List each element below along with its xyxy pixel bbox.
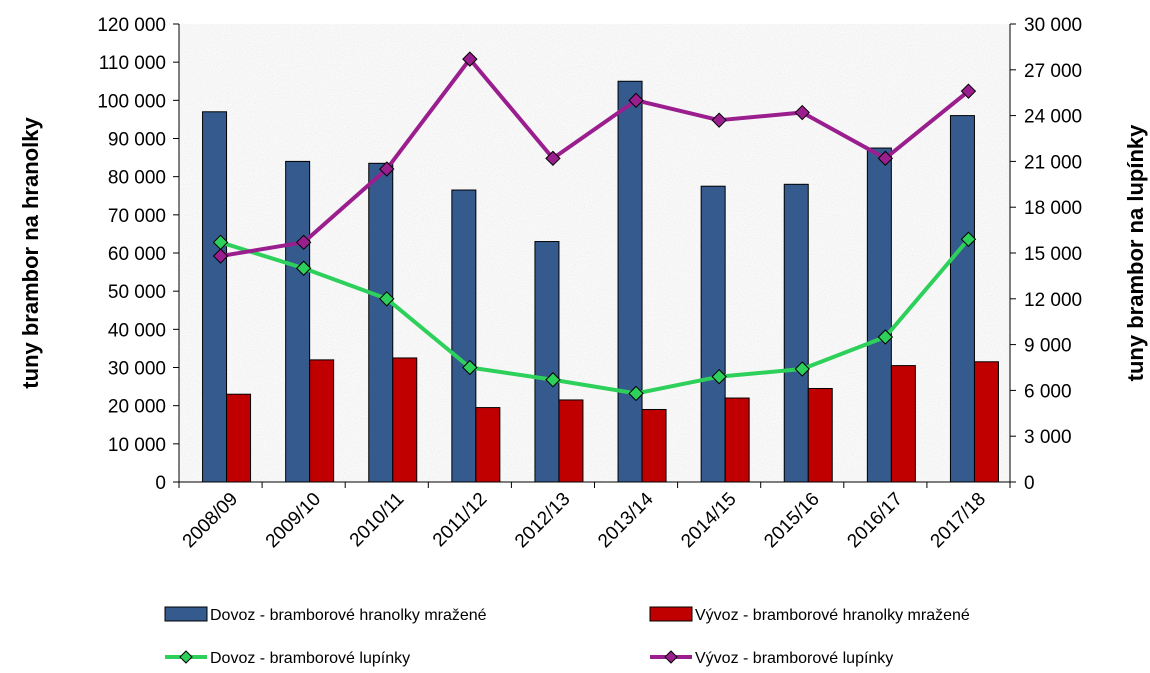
- bar-vyvoz-hranolky-9: [973, 361, 999, 483]
- y-left-tick-label-4: 40 000: [108, 320, 166, 341]
- bar-vyvoz-hranolky-2: [392, 357, 418, 483]
- marker-vyvoz-lupinky-3: [462, 51, 478, 67]
- y-right-tick-label-1: 3 000: [1024, 427, 1072, 448]
- x-tick-label-6: 2014/15: [677, 489, 740, 552]
- marker-vyvoz-lupinky-6: [711, 112, 727, 128]
- legend: Dovoz - bramborové hranolky mražené Vývoz…: [164, 606, 970, 667]
- marker-dovoz-lupinky-6: [711, 368, 727, 385]
- y-right-tick-label-10: 30 000: [1024, 15, 1082, 36]
- x-tick-label-4: 2012/13: [511, 489, 574, 552]
- bar-dovoz-hranolky-3: [451, 189, 477, 483]
- marker-vyvoz-lupinky-4: [545, 150, 561, 167]
- bar-dovoz-hranolky-8: [866, 147, 892, 483]
- legend-label-vyvoz-lupinky: Vývoz - bramborové lupínky: [695, 650, 893, 667]
- marker-dovoz-lupinky-1: [295, 260, 312, 276]
- y-left-tick-label-2: 20 000: [108, 397, 166, 418]
- x-tick-label-2: 2010/11: [346, 489, 408, 551]
- marker-vyvoz-lupinky-0: [212, 248, 229, 264]
- legend-label-dovoz-hranolky: Dovoz - bramborové hranolky mražené: [210, 607, 487, 624]
- bar-vyvoz-hranolky-1: [309, 359, 335, 483]
- x-tick-label-9: 2017/18: [927, 489, 990, 552]
- y-axis-title-right: tuny brambor na lupínky: [1123, 124, 1148, 381]
- bar-vyvoz-hranolky-0: [226, 393, 252, 483]
- y-left-tick-label-6: 60 000: [108, 244, 166, 265]
- marker-vyvoz-lupinky-1: [295, 234, 312, 251]
- bar-vyvoz-hranolky-4: [558, 399, 584, 483]
- legend-swatch-dovoz-hranolky: [164, 606, 208, 622]
- marker-dovoz-lupinky-2: [379, 291, 395, 307]
- y-right-tick-label-9: 27 000: [1024, 61, 1082, 82]
- y-right-tick-label-5: 15 000: [1024, 244, 1082, 265]
- bar-dovoz-hranolky-9: [949, 115, 975, 483]
- y-left-tick-label-7: 70 000: [108, 206, 166, 227]
- x-tick-label-0: 2008/09: [179, 489, 242, 552]
- y-left-tick-label-1: 10 000: [108, 435, 166, 456]
- y-left-tick-label-9: 90 000: [108, 130, 166, 151]
- line-vyvoz-lupinky: [220, 57, 970, 259]
- bar-vyvoz-hranolky-8: [890, 365, 916, 483]
- marker-dovoz-lupinky-4: [545, 372, 561, 388]
- y-right-tick-label-7: 21 000: [1024, 152, 1082, 173]
- marker-vyvoz-lupinky-2: [379, 161, 395, 177]
- y-left-tick-label-12: 120 000: [97, 15, 166, 36]
- bar-vyvoz-hranolky-7: [807, 387, 833, 483]
- lines-layer: [212, 51, 977, 402]
- y-left-tick-label-3: 30 000: [108, 359, 166, 380]
- bar-dovoz-hranolky-0: [202, 111, 228, 483]
- bar-dovoz-hranolky-5: [617, 80, 643, 483]
- y-left-tick-label-5: 50 000: [108, 282, 166, 303]
- line-dovoz-lupinky: [219, 237, 970, 396]
- marker-vyvoz-lupinky-8: [877, 150, 894, 167]
- x-tick-label-7: 2015/16: [760, 489, 823, 552]
- y-left-tick-label-10: 100 000: [97, 91, 166, 112]
- marker-dovoz-lupinky-8: [877, 329, 894, 345]
- y-right-tick-label-8: 24 000: [1024, 107, 1082, 128]
- y-left-tick-label-8: 80 000: [108, 168, 166, 189]
- y-right-tick-label-3: 9 000: [1024, 336, 1072, 357]
- y-left-tick-label-11: 110 000: [99, 53, 166, 74]
- marker-dovoz-lupinky-3: [462, 359, 478, 376]
- bar-dovoz-hranolky-1: [285, 160, 311, 483]
- marker-vyvoz-lupinky-9: [960, 83, 977, 99]
- marker-vyvoz-lupinky-5: [628, 92, 644, 109]
- x-tick-label-5: 2013/14: [594, 488, 658, 552]
- bar-dovoz-hranolky-4: [534, 241, 560, 483]
- legend-marker-dovoz-lupinky: [179, 650, 193, 664]
- marker-dovoz-lupinky-5: [628, 385, 644, 402]
- y-left-tick-label-0: 0: [155, 473, 166, 494]
- x-tick-label-8: 2016/17: [843, 489, 906, 552]
- y-right-tick-label-4: 12 000: [1024, 290, 1082, 311]
- x-tick-label-3: 2011/12: [429, 489, 491, 551]
- bars-layer: [202, 80, 999, 483]
- y-right-tick-label-0: 0: [1024, 473, 1035, 494]
- legend-label-vyvoz-hranolky: Vývoz - bramborové hranolky mražené: [695, 607, 970, 624]
- x-tick-label-1: 2009/10: [262, 489, 325, 552]
- y-axis-title-left: tuny brambor na hranolky: [18, 117, 43, 389]
- marker-vyvoz-lupinky-7: [794, 104, 810, 121]
- y-right-tick-label-2: 6 000: [1024, 381, 1072, 402]
- marker-dovoz-lupinky-9: [960, 231, 977, 247]
- bar-dovoz-hranolky-6: [700, 185, 726, 483]
- bar-vyvoz-hranolky-3: [475, 407, 501, 483]
- bar-vyvoz-hranolky-5: [641, 408, 667, 483]
- bar-dovoz-hranolky-2: [368, 162, 394, 483]
- marker-dovoz-lupinky-7: [794, 361, 810, 377]
- legend-label-dovoz-lupinky: Dovoz - bramborové lupínky: [210, 650, 410, 667]
- legend-marker-vyvoz-lupinky: [664, 650, 678, 664]
- legend-swatch-vyvoz-hranolky: [649, 606, 693, 622]
- bar-dovoz-hranolky-7: [783, 183, 809, 483]
- y-right-tick-label-6: 18 000: [1024, 198, 1082, 219]
- bar-vyvoz-hranolky-6: [724, 397, 750, 483]
